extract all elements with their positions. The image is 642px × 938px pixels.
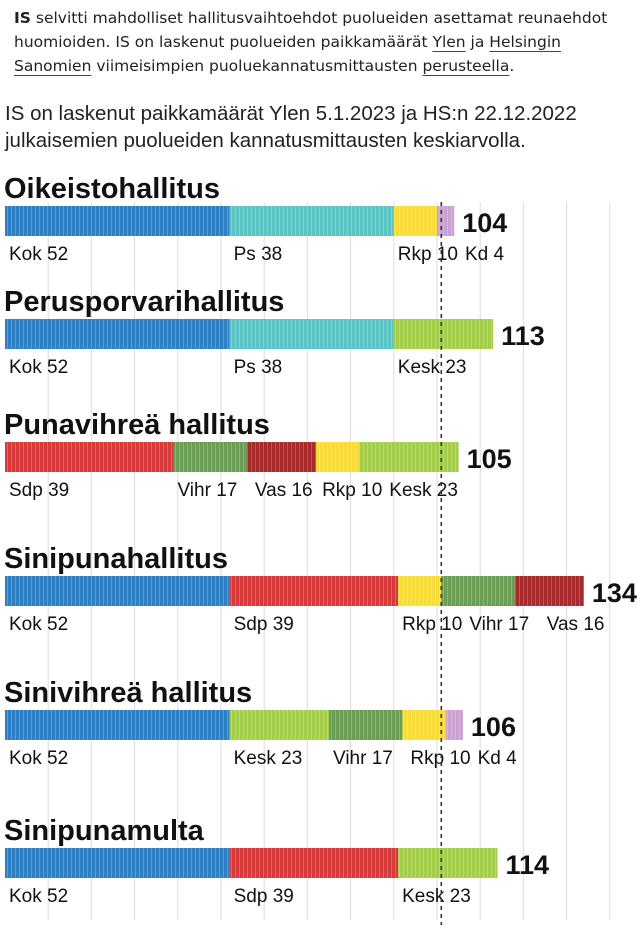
bar-segment-texture: [173, 442, 247, 472]
link-helsingin-sanomat[interactable]: Helsingin Sanomien: [14, 33, 561, 75]
bar-segment-texture: [316, 442, 360, 472]
bar-segment-texture: [5, 319, 230, 349]
segment-label: Vihr 17: [333, 748, 393, 769]
bar-segment-texture: [229, 710, 329, 740]
coalition-total: 104: [462, 208, 507, 238]
coalition-row: Sinipunahallitus Kok 52 Sdp 39 Rkp 10 Vihr 1…: [4, 543, 637, 635]
coalition-title: Sinivihreä hallitus: [4, 677, 252, 709]
bar-segment-texture: [246, 442, 317, 472]
segment-label: Rkp 10: [398, 244, 458, 265]
segment-label: Ps 38: [234, 357, 283, 378]
bar-segment-texture: [229, 319, 394, 349]
coalition-total: 114: [505, 850, 549, 880]
bar-segment-texture: [398, 576, 442, 606]
coalition-rows: Oikeistohallitus Kok 52 Ps 38 Rkp 10 Kd 4 104…: [4, 173, 637, 907]
coalition-row: Sinivihreä hallitus Kok 52 Kesk 23 Vihr 17 R…: [4, 677, 517, 769]
segment-label: Kd 4: [465, 244, 505, 265]
segment-label: Sdp 39: [234, 614, 294, 635]
bar-segment-texture: [5, 710, 230, 740]
bar-segment-texture: [329, 710, 403, 740]
segment-label: Rkp 10: [410, 748, 470, 769]
link-perusteella[interactable]: perusteella: [422, 57, 510, 75]
segment-label: Kd 4: [478, 748, 518, 769]
coalition-total: 106: [471, 712, 516, 742]
chart-subtitle: IS on laskenut paikkamäärät Ylen 5.1.202…: [5, 102, 577, 152]
bar-segment-texture: [393, 206, 437, 236]
intro-text-3: viimeisimpien puoluekannatusmittausten: [91, 57, 423, 75]
segment-label: Kok 52: [9, 886, 68, 907]
bar-segment-texture: [5, 576, 230, 606]
bar-segment-texture: [5, 848, 230, 878]
segment-label: Kok 52: [9, 244, 68, 265]
segment-label: Ps 38: [234, 244, 283, 265]
bar-segment-texture: [398, 848, 498, 878]
coalition-total: 113: [501, 321, 545, 351]
segment-label: Vas 16: [547, 614, 605, 635]
bar-segment-texture: [5, 206, 230, 236]
segment-label: Sdp 39: [9, 480, 69, 501]
coalition-title: Perusporvarihallitus: [4, 286, 284, 318]
bar-segment-texture: [445, 710, 463, 740]
segment-label: Kesk 23: [402, 886, 471, 907]
intro-text-1: selvitti mahdolliset hallitusvaihtoehdot…: [14, 9, 608, 51]
coalition-title: Oikeistohallitus: [4, 173, 220, 205]
segment-label: Vas 16: [255, 480, 313, 501]
segment-label: Kok 52: [9, 748, 68, 769]
bar-segment-texture: [229, 848, 399, 878]
segment-label: Kesk 23: [234, 748, 303, 769]
intro-text-2: ja: [465, 33, 490, 51]
coalition-row: Oikeistohallitus Kok 52 Ps 38 Rkp 10 Kd 4 104: [4, 173, 507, 265]
intro-paragraph: IS selvitti mahdolliset hallitusvaihtoeh…: [14, 6, 614, 78]
link-yle[interactable]: Ylen: [432, 33, 466, 51]
bar-segment-texture: [5, 442, 174, 472]
coalition-title: Sinipunahallitus: [4, 543, 228, 575]
bar-segment-texture: [393, 319, 494, 349]
segment-label: Rkp 10: [322, 480, 382, 501]
bar-segment-texture: [441, 576, 515, 606]
segment-label: Kesk 23: [389, 480, 458, 501]
coalition-total: 105: [467, 444, 512, 474]
intro-source-bold: IS: [14, 9, 31, 27]
coalition-row: Perusporvarihallitus Kok 52 Ps 38 Kesk 23 11…: [4, 286, 545, 378]
segment-label: Vihr 17: [177, 480, 237, 501]
bar-segment-texture: [437, 206, 455, 236]
coalition-title: Punavihreä hallitus: [4, 409, 270, 441]
segment-label: Vihr 17: [469, 614, 529, 635]
coalition-row: Sinipunamulta Kok 52 Sdp 39 Kesk 23 114: [4, 815, 549, 907]
segment-label: Sdp 39: [234, 886, 294, 907]
coalition-title: Sinipunamulta: [4, 815, 205, 847]
segment-label: Kok 52: [9, 357, 68, 378]
segment-label: Rkp 10: [402, 614, 462, 635]
segment-label: Kesk 23: [398, 357, 467, 378]
coalition-total: 134: [592, 578, 637, 608]
intro-text-4: .: [509, 57, 515, 75]
segment-label: Kok 52: [9, 614, 68, 635]
bar-segment-texture: [229, 206, 394, 236]
bar-segment-texture: [402, 710, 446, 740]
coalition-row: Punavihreä hallitus Sdp 39 Vihr 17 Vas 16 Rk…: [4, 409, 512, 501]
bar-segment-texture: [514, 576, 584, 606]
bar-segment-texture: [229, 576, 399, 606]
bar-segment-texture: [359, 442, 459, 472]
